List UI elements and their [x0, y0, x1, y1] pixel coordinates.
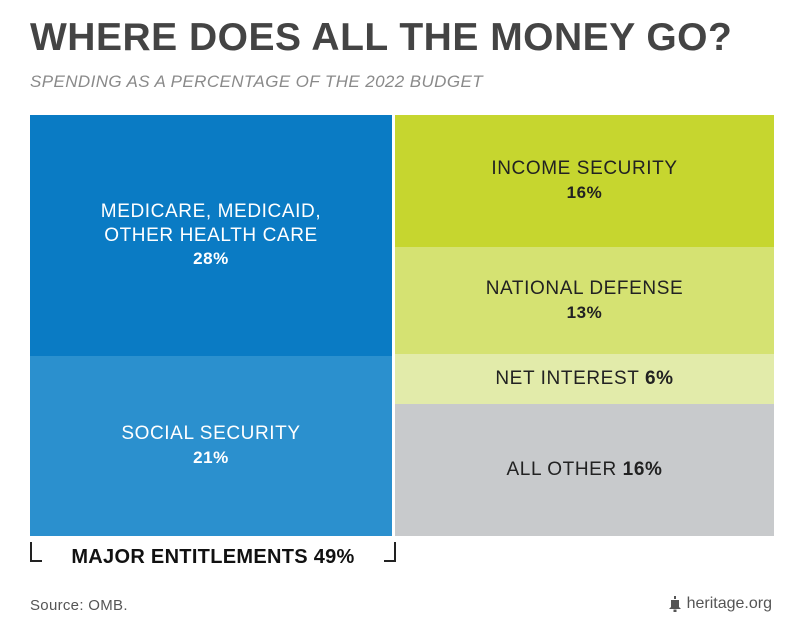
treemap-tile: MEDICARE, MEDICAID, OTHER HEALTH CARE 28% [30, 115, 392, 356]
tile-value: 6% [644, 368, 674, 390]
treemap-tile: SOCIAL SECURITY 21% [30, 356, 392, 536]
tile-category: SOCIAL SECURITY [121, 423, 301, 445]
tile-category: ALL OTHER [506, 459, 617, 481]
tile-label: MEDICARE, MEDICAID, OTHER HEALTH CARE 28% [101, 200, 321, 271]
tile-value: 16% [622, 459, 663, 481]
tile-value: 16% [566, 183, 603, 202]
tile-label: SOCIAL SECURITY 21% [121, 422, 300, 470]
chart-subtitle: SPENDING AS A PERCENTAGE OF THE 2022 BUD… [30, 72, 484, 91]
entitlements-bracket: MAJOR ENTITLEMENTS 49% [30, 542, 396, 572]
treemap-tile: NET INTEREST 6% [395, 354, 774, 404]
chart-title: WHERE DOES ALL THE MONEY GO? [30, 16, 733, 59]
bracket-left-edge [30, 542, 42, 562]
tile-value: 13% [566, 302, 603, 322]
bracket-label: MAJOR ENTITLEMENTS 49% [71, 546, 355, 568]
brand[interactable]: heritage.org [668, 595, 772, 613]
tile-category: NATIONAL DEFENSE [485, 277, 684, 299]
tile-category: NET INTEREST [495, 368, 640, 390]
source-note: Source: OMB. [30, 597, 128, 614]
tile-value: 28% [193, 249, 229, 269]
tile-label: ALL OTHER 16% [507, 458, 663, 482]
tile-label: NATIONAL DEFENSE 13% [486, 277, 684, 325]
tile-category: INCOME SECURITY [491, 158, 678, 180]
treemap-tile: NATIONAL DEFENSE 13% [395, 247, 774, 354]
treemap: MEDICARE, MEDICAID, OTHER HEALTH CARE 28% S… [30, 115, 774, 536]
tile-value: 21% [193, 448, 229, 467]
tile-label: INCOME SECURITY 16% [491, 157, 677, 205]
tile-category: MEDICARE, MEDICAID, OTHER HEALTH CARE [100, 200, 322, 246]
bracket-right-edge [384, 542, 396, 562]
brand-url: heritage.org [686, 595, 772, 612]
liberty-bell-icon [668, 596, 681, 612]
tile-label: NET INTEREST 6% [495, 367, 673, 391]
treemap-tile: ALL OTHER 16% [395, 404, 774, 536]
treemap-tile: INCOME SECURITY 16% [395, 115, 774, 247]
